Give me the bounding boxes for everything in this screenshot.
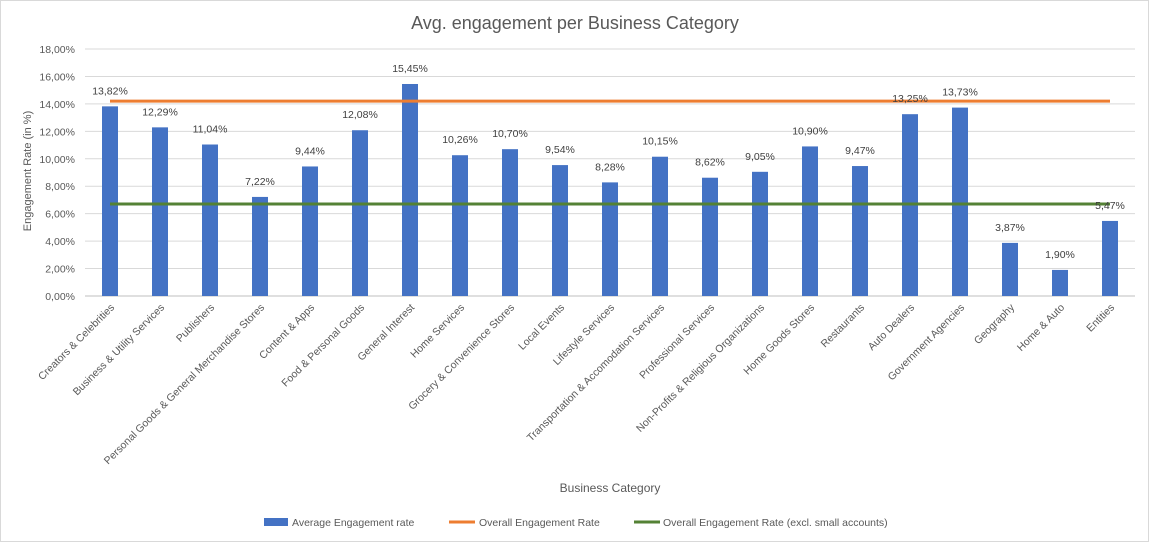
bar [402,83,418,296]
bar [752,171,768,296]
x-tick-label: Local Events [516,302,567,353]
bar-value-label: 3,87% [995,222,1025,234]
bar [1052,269,1068,296]
bar [302,166,318,296]
y-tick-label: 14,00% [39,99,75,111]
x-tick-label: Restaurants [819,302,868,351]
bar-value-label: 1,90% [1045,249,1075,261]
bar-value-label: 13,73% [942,87,978,99]
bar [552,165,568,296]
y-tick-label: 16,00% [39,71,75,83]
bar [602,182,618,296]
bar [252,196,268,296]
legend-swatch-bars [264,518,288,526]
bar-value-label: 13,25% [892,93,928,105]
bar [802,146,818,296]
legend-label-overall: Overall Engagement Rate [479,517,600,529]
bar [852,166,868,296]
x-tick-label: Home & Auto [1015,302,1067,354]
y-tick-label: 8,00% [45,181,75,193]
bar-value-label: 9,54% [545,144,575,156]
bar-value-label: 7,22% [245,176,275,188]
bar [652,156,668,296]
bar-value-label: 11,04% [193,124,228,136]
y-tick-label: 6,00% [45,209,75,221]
y-tick-label: 12,00% [39,126,75,138]
chart-title: Avg. engagement per Business Category [411,13,739,33]
y-tick-label: 10,00% [39,154,75,166]
bar-value-label: 12,29% [142,106,178,118]
bar [102,106,118,296]
bar [152,127,168,297]
bar-value-label: 12,08% [342,109,378,121]
bar [952,107,968,296]
bar [702,177,718,296]
bar-value-label: 9,05% [745,151,775,163]
x-tick-label: Business & Utility Services [71,302,167,398]
bar [352,130,368,296]
x-tick-label: Grocery & Convenience Stores [406,302,517,413]
y-tick-label: 18,00% [39,44,75,56]
y-axis-title: Engagement Rate (in %) [22,111,34,231]
y-axis-ticks: 0,00% 2,00% 4,00% 6,00% 8,00% 10,00% 12,00% 14,… [39,44,75,303]
bar [1002,242,1018,296]
bar-value-label: 15,45% [392,63,428,75]
legend: Average Engagement rate Overall Engageme… [264,517,888,529]
reference-lines [110,99,1110,206]
legend-label-overall-excl: Overall Engagement Rate (excl. small acc… [663,517,888,529]
bar-value-label: 8,28% [595,161,625,173]
bar-value-label: 9,47% [845,145,875,157]
bar-value-label: 13,82% [92,85,128,97]
y-tick-label: 2,00% [45,264,75,276]
bar [1102,220,1118,296]
bar-value-label: 10,70% [492,128,528,140]
bar-value-label: 10,26% [442,134,478,146]
y-tick-label: 4,00% [45,236,75,248]
x-tick-label: Entities [1084,302,1117,335]
bar-value-label: 5,47% [1095,200,1125,212]
bar [502,149,518,296]
bar-value-label: 10,15% [642,136,678,148]
bar-value-label: 8,62% [695,157,725,169]
x-tick-label: Food & Personal Goods [279,302,367,390]
x-axis-title: Business Category [560,481,661,495]
data-labels: 13,82% 12,29% 11,04% 7,22% 9,44% 12,08% 15,45%… [92,63,1125,261]
bar [202,144,218,296]
y-tick-label: 0,00% [45,291,75,303]
x-tick-label: Auto Dealers [866,302,917,353]
x-tick-label: Publishers [174,302,217,345]
legend-label-bars: Average Engagement rate [292,517,415,529]
bar-value-label: 10,90% [792,125,828,137]
x-tick-label: Geography [972,301,1018,347]
bars [102,83,1118,297]
bar [452,155,468,296]
bar-value-label: 9,44% [295,145,325,157]
